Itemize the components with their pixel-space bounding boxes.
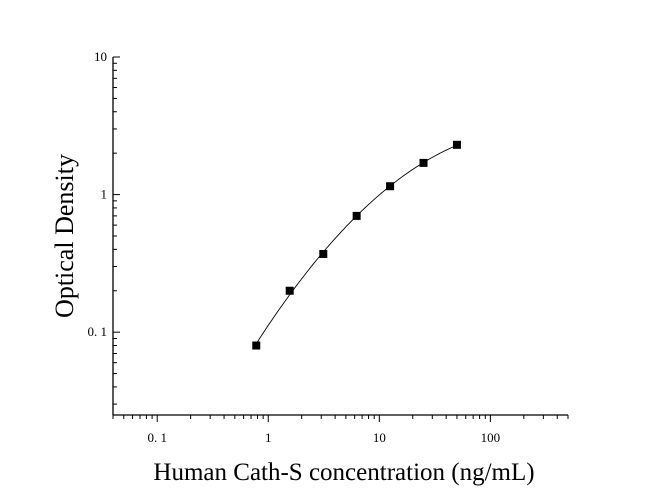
- data-point: [285, 286, 294, 295]
- data-points: [252, 140, 461, 350]
- fit-curve-path: [255, 144, 458, 344]
- x-tick-label: 100: [481, 430, 501, 445]
- y-axis-label: Optical Density: [50, 154, 79, 318]
- data-point: [319, 249, 328, 258]
- axes: [112, 57, 568, 416]
- data-point: [386, 182, 395, 191]
- data-point: [419, 158, 428, 167]
- tick-labels: 0. 1 1 10 100 0. 1 1 10: [88, 49, 501, 445]
- x-axis-label: Human Cath-S concentration (ng/mL): [153, 459, 534, 486]
- fit-curve: [255, 144, 458, 344]
- data-point: [452, 140, 461, 149]
- data-point: [252, 341, 261, 350]
- y-tick-label: 0. 1: [88, 324, 108, 339]
- x-tick-label: 10: [373, 430, 386, 445]
- x-tick-label: 0. 1: [147, 430, 167, 445]
- y-tick-label: 10: [94, 49, 107, 64]
- ticks: [112, 56, 569, 422]
- y-tick-label: 1: [101, 187, 108, 202]
- x-tick-label: 1: [265, 430, 272, 445]
- data-point: [352, 211, 361, 220]
